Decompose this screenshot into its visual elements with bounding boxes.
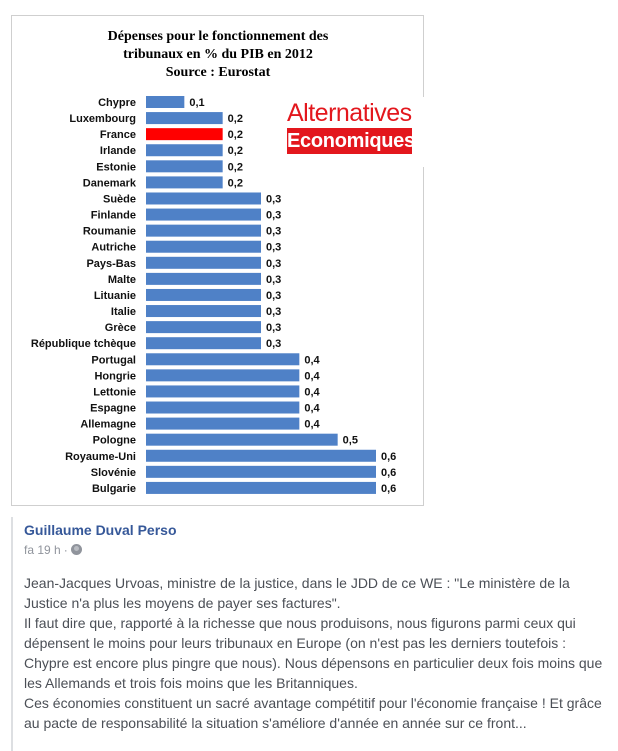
category-label: Luxembourg (69, 113, 136, 125)
category-label: Espagne (90, 403, 136, 415)
bar (146, 417, 300, 430)
post-paragraph-2: Il faut dire que, rapporté à la richesse… (24, 615, 603, 691)
alternatives-economiques-logo: Alternatives Economiques (281, 97, 424, 167)
bar (146, 305, 261, 318)
value-label: 0,6 (381, 451, 396, 463)
bar (146, 160, 223, 173)
value-label: 0,3 (266, 258, 281, 270)
value-label: 0,4 (304, 403, 320, 415)
bar-chart: Dépenses pour le fonctionnement des trib… (31, 29, 396, 495)
chart-image[interactable]: Dépenses pour le fonctionnement des trib… (11, 15, 424, 506)
value-label: 0,3 (266, 306, 281, 318)
value-label: 0,3 (266, 338, 281, 350)
category-label: Chypre (98, 97, 136, 109)
category-label: Slovénie (91, 467, 136, 479)
bar (146, 224, 261, 237)
globe-icon[interactable] (70, 544, 82, 555)
value-label: 0,2 (228, 177, 243, 189)
logo-line-2: Economiques (287, 128, 415, 154)
value-label: 0,2 (228, 129, 243, 141)
bars-layer: Chypre 0,1 Luxembourg 0,2 France 0,2 Irlande 0,… (31, 96, 396, 495)
category-label: Hongrie (94, 370, 136, 382)
category-label: Autriche (91, 242, 136, 254)
value-label: 0,4 (304, 386, 320, 398)
category-label: Irlande (100, 145, 136, 157)
bar (146, 208, 261, 221)
post-timestamp[interactable]: fa 19 h (24, 543, 61, 557)
bar (146, 272, 261, 285)
category-label: Portugal (91, 354, 136, 366)
bar (146, 144, 223, 157)
category-label: République tchèque (31, 338, 136, 350)
bar (146, 176, 223, 189)
category-label: Malte (108, 274, 136, 286)
category-label: Danemark (83, 177, 137, 189)
category-label: Pologne (93, 435, 136, 447)
post-meta: fa 19 h · (24, 543, 82, 557)
value-label: 0,6 (381, 467, 396, 479)
post-body: Jean-Jacques Urvoas, ministre de la just… (24, 573, 614, 733)
bar (146, 256, 261, 269)
category-label: Lettonie (93, 386, 136, 398)
bar (146, 401, 300, 414)
category-label: Finlande (91, 210, 136, 222)
value-label: 0,4 (304, 419, 320, 431)
bar (146, 288, 261, 301)
category-label: France (100, 129, 136, 141)
post-paragraph-3: Ces économies constituent un sacré avant… (24, 695, 602, 731)
bar (146, 96, 185, 108)
category-label: Roumanie (83, 226, 136, 238)
category-label: Suède (103, 193, 136, 205)
bar (146, 192, 261, 205)
value-label: 0,2 (228, 161, 243, 173)
category-label: Royaume-Uni (65, 451, 136, 463)
bar (146, 385, 300, 398)
logo-line-1: Alternatives (287, 99, 412, 127)
meta-separator: · (63, 543, 68, 557)
bar (146, 321, 261, 334)
bar (146, 353, 300, 366)
value-label: 0,3 (266, 210, 281, 222)
chart-title-line-1: Dépenses pour le fonctionnement des (108, 29, 329, 44)
category-label: Pays-Bas (86, 258, 136, 270)
value-label: 0,3 (266, 290, 281, 302)
value-label: 0,3 (266, 274, 281, 286)
category-label: Lituanie (94, 290, 136, 302)
bar (146, 128, 223, 141)
value-label: 0,2 (228, 113, 243, 125)
value-label: 0,6 (381, 483, 396, 495)
bar (146, 240, 261, 253)
post-quote-bar (11, 517, 13, 751)
value-label: 0,2 (228, 145, 243, 157)
bar (146, 449, 376, 462)
bar (146, 433, 338, 446)
category-label: Allemagne (80, 419, 136, 431)
value-label: 0,3 (266, 193, 281, 205)
value-label: 0,1 (189, 97, 204, 109)
bar (146, 369, 300, 382)
bar (146, 112, 223, 125)
chart-title-line-3: Source : Eurostat (166, 65, 271, 80)
bar (146, 481, 376, 494)
category-label: Estonie (96, 161, 136, 173)
value-label: 0,5 (343, 435, 358, 447)
bar (146, 337, 261, 350)
category-label: Bulgarie (92, 483, 136, 495)
category-label: Grèce (105, 322, 136, 334)
value-label: 0,4 (304, 370, 320, 382)
value-label: 0,3 (266, 242, 281, 254)
post-author-link[interactable]: Guillaume Duval Perso (24, 522, 177, 538)
post-paragraph-1: Jean-Jacques Urvoas, ministre de la just… (24, 575, 570, 611)
category-label: Italie (111, 306, 136, 318)
bar (146, 465, 376, 478)
value-label: 0,3 (266, 226, 281, 238)
value-label: 0,4 (304, 354, 320, 366)
chart-title-line-2: tribunaux en % du PIB en 2012 (123, 47, 313, 62)
value-label: 0,3 (266, 322, 281, 334)
